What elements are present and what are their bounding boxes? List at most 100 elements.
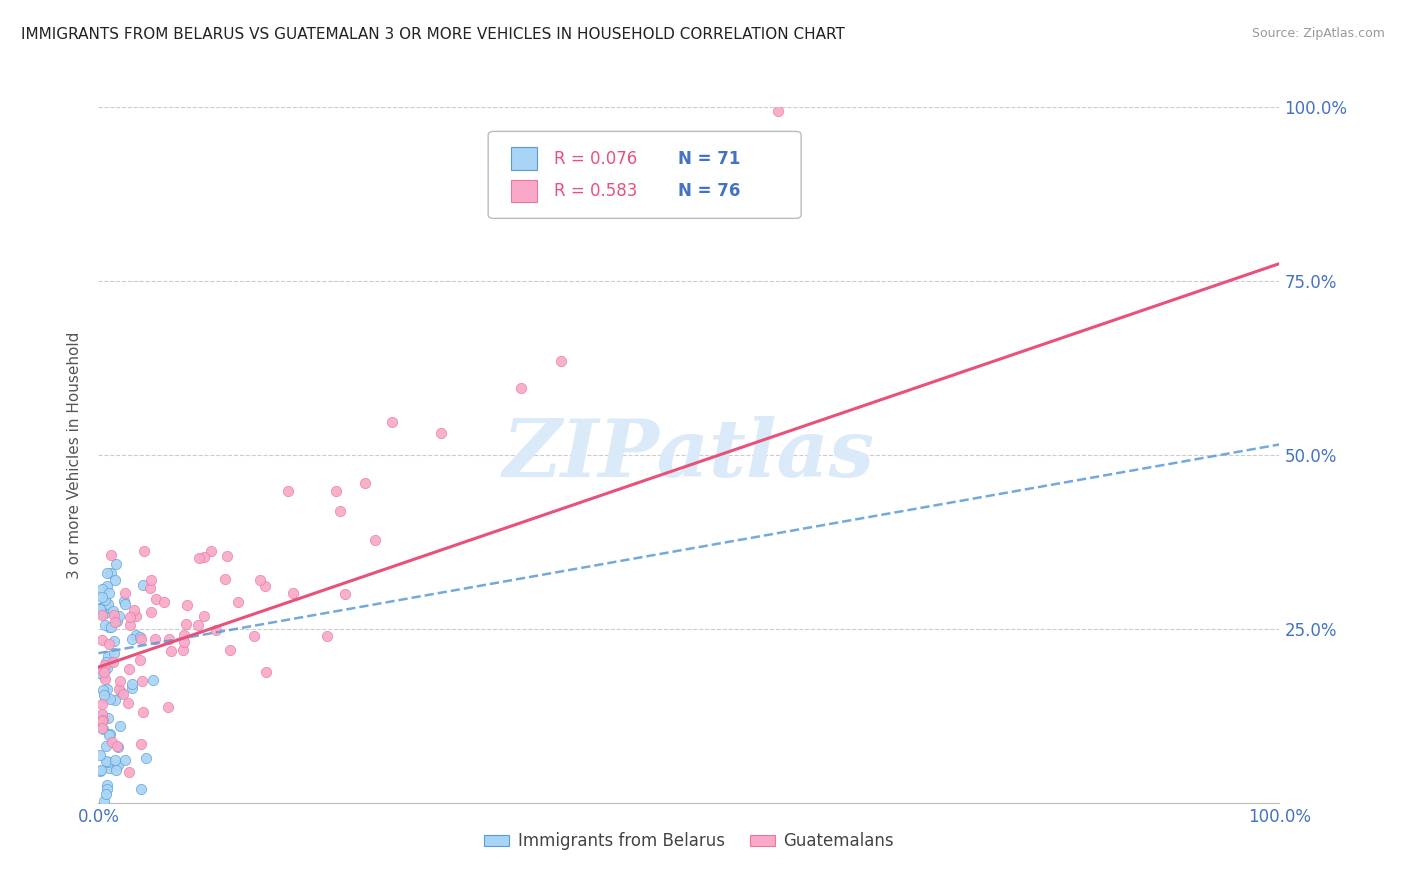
Point bbox=[121, 681, 143, 695]
Point bbox=[98, 762, 121, 776]
Point bbox=[89, 600, 111, 615]
Point bbox=[131, 674, 153, 689]
FancyBboxPatch shape bbox=[510, 180, 537, 202]
Point bbox=[91, 698, 114, 712]
Point bbox=[243, 629, 266, 643]
Point bbox=[91, 723, 114, 737]
Point bbox=[120, 609, 142, 624]
Point bbox=[89, 665, 111, 680]
Point bbox=[132, 705, 155, 719]
Text: ZIPatlas: ZIPatlas bbox=[503, 417, 875, 493]
Point bbox=[96, 566, 118, 580]
Point bbox=[325, 483, 347, 498]
Point bbox=[97, 597, 120, 611]
Point bbox=[103, 656, 125, 670]
FancyBboxPatch shape bbox=[488, 131, 801, 219]
Point bbox=[101, 735, 124, 749]
Point bbox=[94, 593, 117, 607]
Point bbox=[108, 608, 131, 623]
Point bbox=[94, 739, 117, 753]
Point bbox=[430, 426, 453, 441]
Point bbox=[94, 618, 117, 632]
Point bbox=[105, 739, 128, 753]
Point bbox=[101, 604, 124, 618]
Point bbox=[143, 632, 166, 646]
Point bbox=[214, 572, 236, 586]
Point bbox=[91, 713, 114, 727]
Point bbox=[550, 353, 572, 368]
Point bbox=[98, 727, 121, 741]
Point bbox=[125, 628, 148, 642]
Point bbox=[97, 755, 120, 769]
Point bbox=[103, 693, 125, 707]
Point bbox=[226, 594, 249, 608]
Point bbox=[91, 662, 114, 676]
Point bbox=[121, 677, 143, 691]
Point bbox=[94, 607, 117, 621]
Point bbox=[114, 597, 136, 611]
Point bbox=[91, 632, 114, 647]
Point bbox=[98, 637, 121, 651]
Point bbox=[97, 728, 120, 742]
Point bbox=[129, 632, 152, 647]
Point bbox=[94, 691, 117, 706]
Text: N = 76: N = 76 bbox=[678, 182, 741, 200]
Point bbox=[121, 632, 143, 647]
Point bbox=[188, 551, 211, 566]
Point bbox=[193, 549, 215, 564]
Point bbox=[96, 661, 118, 675]
Point bbox=[315, 629, 337, 643]
Point bbox=[91, 668, 114, 682]
Point bbox=[510, 381, 533, 395]
Point bbox=[253, 579, 276, 593]
Point bbox=[93, 688, 115, 702]
Point bbox=[104, 557, 127, 571]
Point bbox=[172, 642, 194, 657]
Text: R = 0.076: R = 0.076 bbox=[554, 150, 637, 168]
Point bbox=[96, 754, 118, 768]
Point bbox=[97, 711, 120, 725]
Text: IMMIGRANTS FROM BELARUS VS GUATEMALAN 3 OR MORE VEHICLES IN HOUSEHOLD CORRELATIO: IMMIGRANTS FROM BELARUS VS GUATEMALAN 3 … bbox=[21, 27, 845, 42]
FancyBboxPatch shape bbox=[510, 147, 537, 169]
Point bbox=[96, 781, 118, 796]
Point bbox=[97, 620, 120, 634]
Point bbox=[94, 787, 117, 801]
Point bbox=[145, 592, 167, 607]
Point bbox=[381, 415, 404, 429]
Point bbox=[129, 737, 152, 751]
Point bbox=[354, 476, 377, 491]
Point bbox=[104, 753, 127, 767]
Point bbox=[254, 665, 277, 679]
Point bbox=[205, 624, 228, 638]
Point bbox=[100, 619, 122, 633]
Point bbox=[91, 590, 114, 604]
Point bbox=[156, 700, 179, 714]
Point bbox=[89, 601, 111, 615]
Point bbox=[135, 750, 157, 764]
Point bbox=[107, 682, 129, 697]
Point bbox=[93, 672, 115, 686]
Point bbox=[93, 794, 115, 808]
Point bbox=[200, 544, 222, 558]
Point bbox=[91, 682, 114, 697]
Point bbox=[91, 721, 114, 735]
Point bbox=[153, 595, 176, 609]
Point bbox=[131, 578, 153, 592]
Point bbox=[112, 687, 135, 701]
Point bbox=[174, 616, 197, 631]
Point bbox=[129, 782, 152, 797]
Point bbox=[93, 664, 115, 678]
Point bbox=[103, 607, 125, 622]
Point bbox=[187, 618, 209, 632]
Point bbox=[112, 593, 135, 607]
Point bbox=[249, 574, 271, 588]
Point bbox=[114, 753, 136, 767]
Y-axis label: 3 or more Vehicles in Household: 3 or more Vehicles in Household bbox=[67, 331, 83, 579]
Point bbox=[139, 605, 162, 619]
Point bbox=[141, 673, 163, 687]
Point bbox=[103, 647, 125, 661]
Point bbox=[97, 586, 120, 600]
Point bbox=[90, 606, 112, 620]
Point bbox=[173, 634, 195, 648]
Point bbox=[105, 614, 128, 628]
